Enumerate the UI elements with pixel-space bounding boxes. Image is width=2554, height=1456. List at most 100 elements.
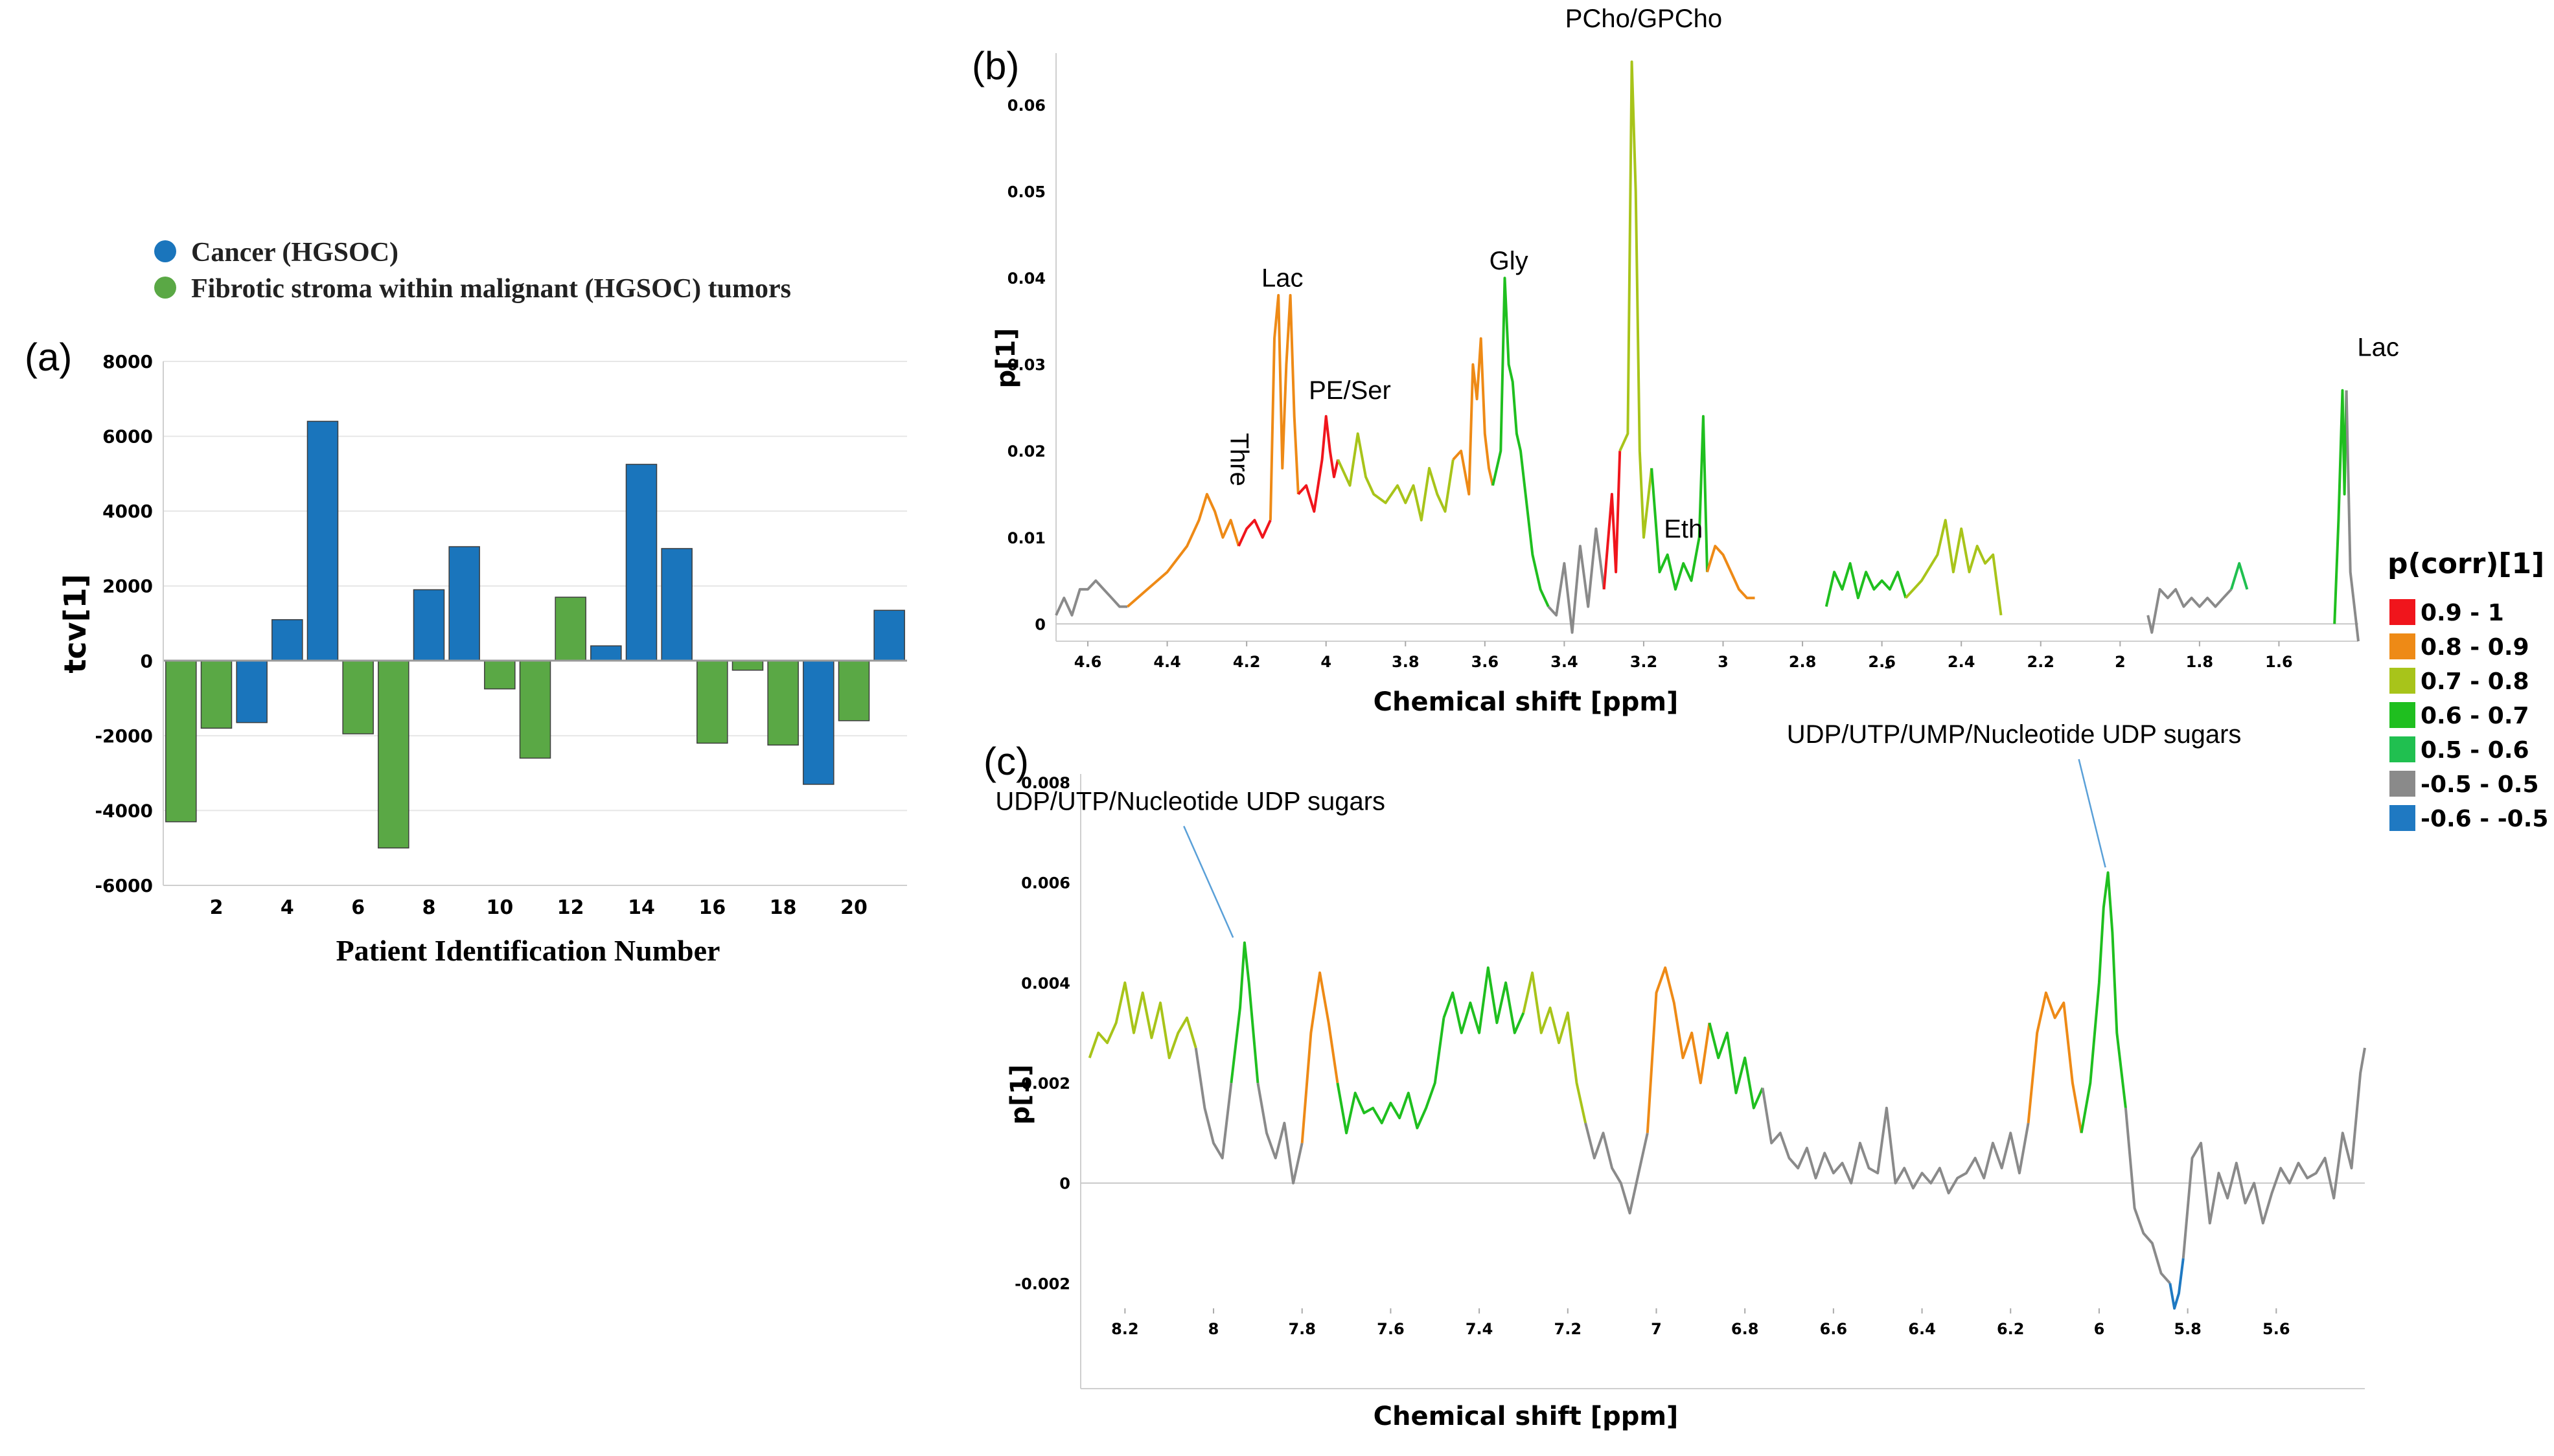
legend-marker-stroma	[154, 277, 176, 299]
spectrum-segment	[1618, 60, 1653, 539]
y-tick-label: -6000	[95, 875, 153, 896]
peak-annotations: UDP/UTP/Nucleotide UDP sugars UDP/UTP/UMP…	[995, 720, 2242, 938]
spectrum-segment	[1088, 981, 1197, 1060]
spectrum-segment	[1055, 579, 1128, 617]
x-tick-label: 16	[698, 896, 726, 919]
y-tick-label: 0.006	[1021, 874, 1070, 893]
x-tick-label: 4	[281, 896, 294, 919]
x-tick-label: 6	[351, 896, 365, 919]
spectrum-segment	[1336, 1018, 1445, 1135]
legend-label-stroma: Fibrotic stroma within malignant (HGSOC)…	[191, 274, 791, 304]
corr-label: 0.5 - 0.6	[2421, 737, 2529, 764]
y-tick-label: 0.004	[1021, 974, 1070, 992]
panel-label-c: (c)	[984, 740, 1029, 783]
y-axis-title: p[1]	[991, 328, 1021, 388]
x-tick-label: 6.4	[1908, 1320, 1936, 1338]
y-axis-title: tcv[1]	[58, 574, 93, 673]
spectrum-segment	[2124, 1108, 2171, 1284]
corr-swatch	[2389, 736, 2415, 762]
bar-patient-10	[484, 660, 516, 690]
bar-patient-6	[342, 660, 374, 734]
x-tick-label: 6	[2094, 1320, 2105, 1338]
y-tick-label: 4000	[102, 501, 153, 522]
bar-patient-17	[731, 660, 764, 671]
peak-label-pcho-gpcho: PCho/GPCho	[1565, 5, 1722, 33]
x-tick-label: 12	[557, 896, 584, 919]
x-axis-title: Chemical shift [ppm]	[1374, 1402, 1679, 1431]
axes: 0 0.01 0.02 0.03 0.04 0.05 0.06 4.6 4.4 4.2 4 3.8 3.…	[1007, 97, 2358, 671]
y-tick-labels: 8000 6000 4000 2000 0 -2000 -4000 -6000	[95, 351, 153, 896]
spectrum-segment	[2333, 389, 2348, 624]
y-tick-label: -4000	[95, 800, 153, 821]
bar-patient-3	[236, 660, 268, 723]
panel-label-a: (a)	[25, 336, 72, 379]
y-tick-label: 0	[1035, 615, 1046, 633]
spectrum-segment	[1452, 337, 1495, 495]
spectrum-segment	[1824, 562, 1907, 608]
x-tick-label: 2	[2115, 653, 2126, 671]
corr-legend-title: p(corr)[1]	[2387, 547, 2544, 580]
bar-patient-11	[519, 660, 551, 759]
spectrum-segment	[1337, 432, 1455, 522]
peak-label-udp-2: UDP/UTP/UMP/Nucleotide UDP sugars	[1787, 720, 2242, 749]
spectrum-segment	[1230, 941, 1260, 1084]
x-tick-label: 8	[422, 896, 436, 919]
bar-patient-18	[767, 660, 799, 746]
x-tick-label: 4.4	[1153, 653, 1181, 671]
corr-label: -0.6 - -0.5	[2421, 806, 2548, 832]
spectrum-segment	[1297, 415, 1340, 513]
corr-label: 0.7 - 0.8	[2421, 668, 2529, 695]
x-tick-label: 4.6	[1074, 653, 1102, 671]
legend: Cancer (HGSOC) Fibrotic stroma within ma…	[154, 238, 791, 304]
y-tick-label: -0.002	[1015, 1275, 1070, 1293]
x-tick-label: 3.8	[1392, 653, 1420, 671]
spectrum-segment	[1706, 545, 1755, 600]
peak-label-eth: Eth	[1664, 515, 1703, 543]
x-tick-label: 14	[628, 896, 655, 919]
correlation-legend: p(corr)[1] 0.9 - 1 0.8 - 0.9 0.7 - 0.8 0.6 …	[2387, 547, 2548, 832]
corr-label: 0.9 - 1	[2421, 600, 2504, 626]
spectrum-segment	[1904, 519, 2003, 616]
y-tick-label: -2000	[95, 725, 153, 747]
corr-swatch	[2389, 805, 2415, 831]
y-tick-label: 0	[1059, 1175, 1070, 1193]
spectrum-segment	[2181, 1047, 2366, 1258]
spectrum-segment	[1646, 966, 1711, 1133]
corr-swatch	[2389, 633, 2415, 659]
x-tick-label: 2.4	[1948, 653, 1975, 671]
peak-label-lac: Lac	[2357, 333, 2399, 361]
annotation-leader-line	[2078, 758, 2106, 868]
peak-label-thre: Thre	[1225, 433, 1254, 486]
spectrum-segment	[1584, 1122, 1649, 1215]
y-tick-label: 0.06	[1007, 97, 1046, 115]
x-tick-label: 3.2	[1630, 653, 1658, 671]
bar-patient-19	[803, 660, 834, 785]
x-tick-label: 2	[210, 896, 224, 919]
y-tick-label: 0.002	[1021, 1075, 1070, 1093]
bar-patient-15	[661, 548, 693, 662]
x-tick-label: 7.4	[1466, 1320, 1493, 1338]
peak-annotations: Lac PE/Ser Thre Gly PCho/GPCho Eth Lac	[1225, 5, 2399, 543]
bar-patient-20	[838, 660, 870, 722]
x-axis-title: Chemical shift [ppm]	[1374, 687, 1679, 717]
annotation-leader-line	[1183, 825, 1234, 938]
y-tick-label: 6000	[102, 426, 153, 448]
x-tick-label: 6.2	[1997, 1320, 2025, 1338]
x-tick-label: 7.8	[1288, 1320, 1316, 1338]
y-tick-label: 0.008	[1021, 774, 1070, 792]
panel-a-bar-chart: (a) Cancer (HGSOC) Fibrotic stroma withi…	[25, 238, 907, 967]
bar-patient-16	[696, 660, 728, 744]
bar-patient-13	[590, 645, 622, 662]
spectrum-segment	[2146, 587, 2233, 634]
peak-label-pe-ser: PE/Ser	[1309, 376, 1391, 405]
spectrum-segment	[1602, 451, 1622, 590]
x-tick-label: 2.2	[2027, 653, 2054, 671]
corr-label: 0.6 - 0.7	[2421, 703, 2529, 729]
x-tick-label: 20	[840, 896, 868, 919]
y-tick-label: 8000	[102, 351, 153, 372]
spectrum-segment	[1547, 527, 1605, 634]
y-tick-label: 2000	[102, 576, 153, 597]
x-tick-label: 7.2	[1554, 1320, 1582, 1338]
x-tick-label: 2.8	[1789, 653, 1817, 671]
bar-patient-12	[555, 597, 586, 662]
